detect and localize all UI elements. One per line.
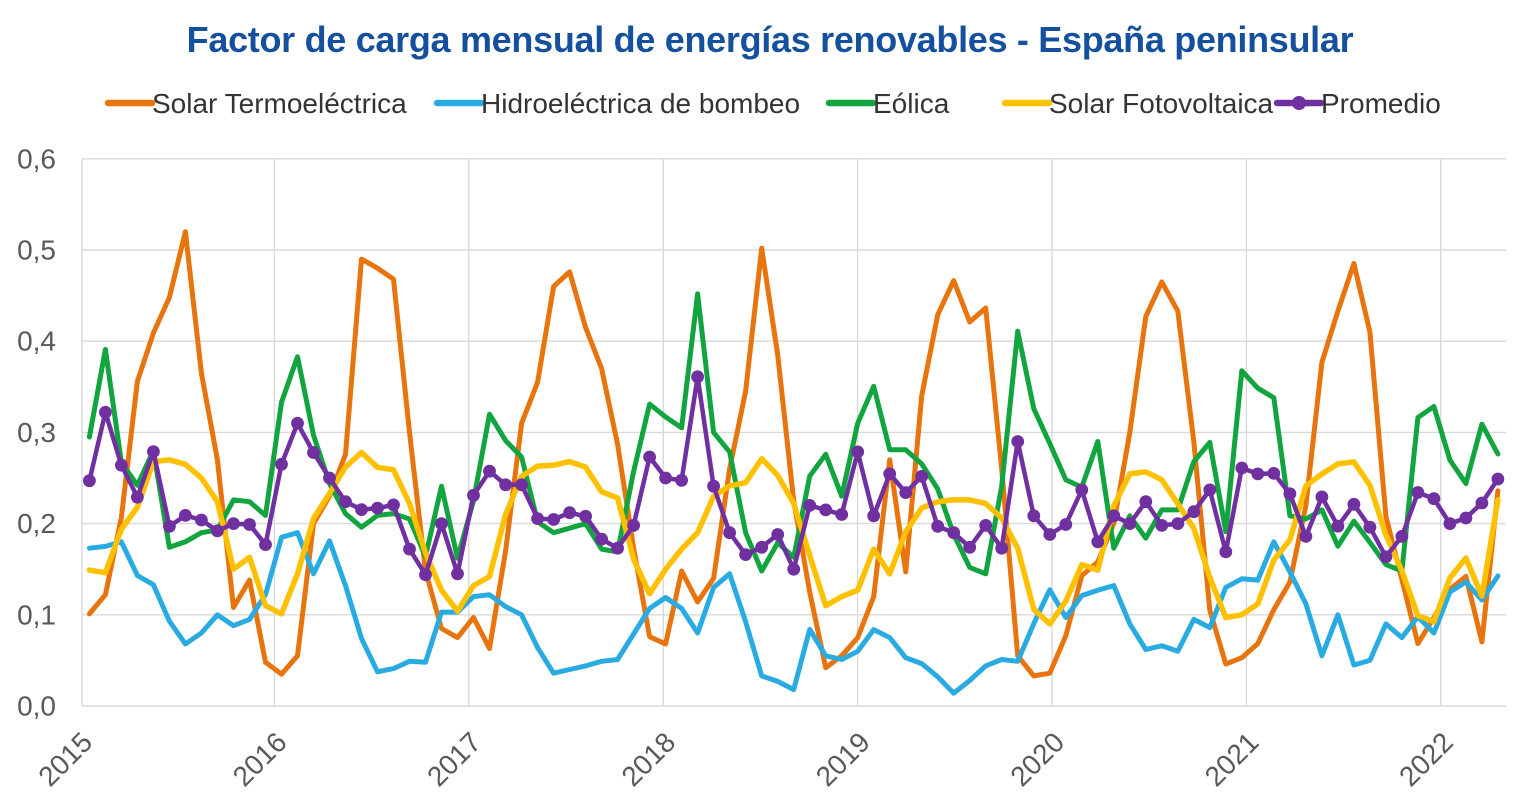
svg-text:Promedio: Promedio	[1321, 88, 1441, 119]
svg-text:0,3: 0,3	[17, 417, 56, 448]
svg-text:Hidroeléctrica de bombeo: Hidroeléctrica de bombeo	[481, 88, 800, 119]
svg-text:Solar Fotovoltaica: Solar Fotovoltaica	[1049, 88, 1274, 119]
svg-text:Eólica: Eólica	[873, 88, 950, 119]
svg-text:Solar Termoeléctrica: Solar Termoeléctrica	[152, 88, 407, 119]
svg-text:0,1: 0,1	[17, 599, 56, 630]
svg-text:0,5: 0,5	[17, 235, 56, 266]
svg-text:0,6: 0,6	[17, 143, 56, 174]
svg-text:0,0: 0,0	[17, 691, 56, 722]
svg-text:0,4: 0,4	[17, 326, 56, 357]
svg-text:0,2: 0,2	[17, 508, 56, 539]
svg-text:Factor de carga mensual de ene: Factor de carga mensual de energías reno…	[187, 19, 1354, 60]
